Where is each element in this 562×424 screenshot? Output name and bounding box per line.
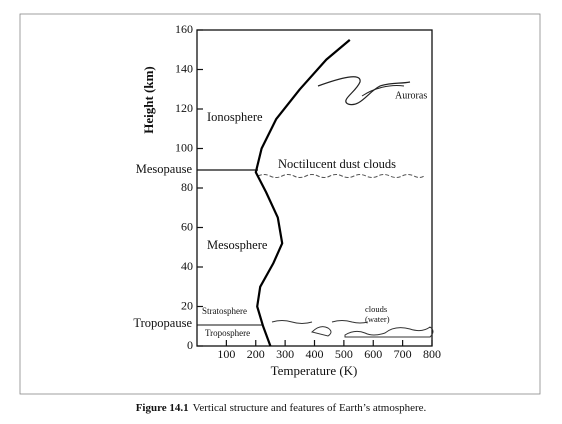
x-tick-label: 500 [335,347,353,361]
y-tick-label: 20 [181,298,193,312]
x-tick-label: 100 [217,347,235,361]
caption: Figure 14.1 Vertical structure and featur… [136,402,427,414]
x-tick-label: 700 [394,347,412,361]
y-tick-label: 100 [175,140,193,154]
water-clouds [271,320,434,338]
caption-label: Figure 14.1 [136,402,189,414]
y-tick-label: 120 [175,101,193,115]
aurora-drawing [317,76,411,106]
temperature-curve [254,39,351,347]
y-tick-label: 160 [175,22,193,36]
y-tick-label: 0 [187,338,193,352]
annotation: clouds [365,304,387,314]
annotation: Mesopause [136,162,193,176]
annotation: Troposphere [205,328,250,338]
annotation: Auroras [395,90,427,101]
x-tick-label: 200 [247,347,265,361]
x-tick-label: 400 [306,347,324,361]
y-tick-label: 40 [181,259,193,273]
annotation: Stratosphere [202,306,247,316]
annotation: Ionosphere [207,110,263,124]
annotation: Tropopause [133,316,192,330]
x-tick-label: 800 [423,347,441,361]
y-axis-label: Height (km) [141,66,156,134]
aurora-drawing [361,85,405,97]
annotation: (water) [365,314,390,324]
x-tick-label: 600 [364,347,382,361]
plot-frame [196,29,433,347]
y-tick-label: 80 [181,180,193,194]
y-tick-label: 60 [181,219,193,233]
noctilucent-clouds [257,174,425,178]
caption-text: Vertical structure and features of Earth… [193,402,427,414]
x-tick-label: 300 [276,347,294,361]
figure-frame [19,13,541,395]
y-tick-label: 140 [175,61,193,75]
x-axis-label: Temperature (K) [271,363,358,378]
annotation: Mesosphere [207,238,268,252]
annotation: Noctilucent dust clouds [278,157,396,171]
